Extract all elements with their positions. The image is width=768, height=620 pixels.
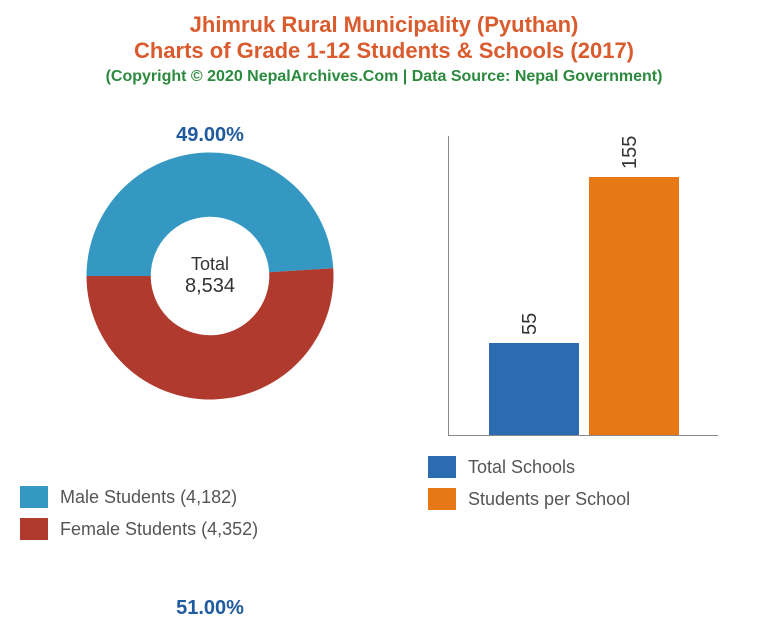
legend-label-male: Male Students (4,182) <box>60 487 237 508</box>
bar-value-label-0: 55 <box>519 313 542 335</box>
title-line-2: Charts of Grade 1-12 Students & Schools … <box>20 38 748 64</box>
bar-section: 55 155 Total Schools Students per School <box>428 116 748 520</box>
bar-value-label-1: 155 <box>619 135 642 168</box>
donut-legend: Male Students (4,182) Female Students (4… <box>20 486 400 540</box>
copyright-line: (Copyright © 2020 NepalArchives.Com | Da… <box>20 68 748 86</box>
male-pct-label: 49.00% <box>176 124 244 147</box>
bar-legend: Total Schools Students per School <box>428 456 748 510</box>
donut-center-value: 8,534 <box>185 275 235 298</box>
legend-label-schools: Total Schools <box>468 457 575 478</box>
legend-swatch-female <box>20 518 48 540</box>
legend-label-female: Female Students (4,352) <box>60 519 258 540</box>
legend-item-sps: Students per School <box>428 488 748 510</box>
title-line-1: Jhimruk Rural Municipality (Pyuthan) <box>20 12 748 38</box>
legend-swatch-sps <box>428 488 456 510</box>
donut-center-label: Total <box>185 254 235 275</box>
bar-1 <box>589 177 679 435</box>
charts-row: 49.00% Total 8,534 51.00% Male Students … <box>20 116 748 550</box>
donut-center: Total 8,534 <box>185 254 235 298</box>
donut-section: 49.00% Total 8,534 51.00% Male Students … <box>20 116 400 550</box>
legend-swatch-schools <box>428 456 456 478</box>
legend-item-male: Male Students (4,182) <box>20 486 400 508</box>
legend-item-schools: Total Schools <box>428 456 748 478</box>
chart-container: Jhimruk Rural Municipality (Pyuthan) Cha… <box>0 0 768 597</box>
legend-item-female: Female Students (4,352) <box>20 518 400 540</box>
legend-label-sps: Students per School <box>468 489 630 510</box>
legend-swatch-male <box>20 486 48 508</box>
female-pct-label: 51.00% <box>176 597 244 620</box>
donut-container: Total 8,534 <box>80 146 340 406</box>
title-block: Jhimruk Rural Municipality (Pyuthan) Cha… <box>20 12 748 86</box>
bar-0 <box>489 343 579 435</box>
bar-plot: 55 155 <box>448 136 718 436</box>
